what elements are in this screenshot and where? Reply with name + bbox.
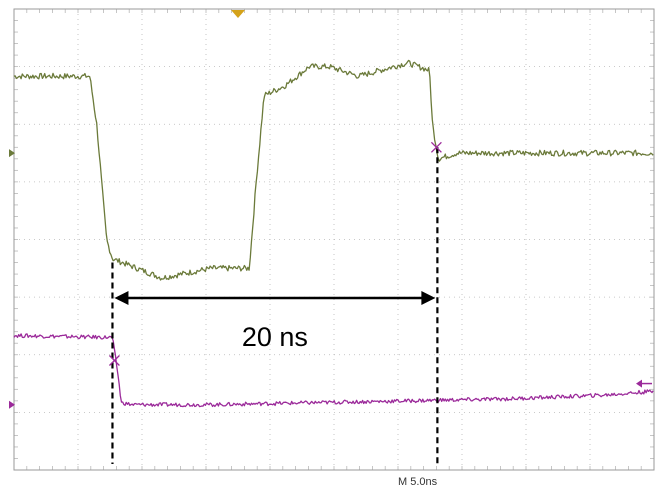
- waveform-series-1: [13, 59, 654, 281]
- plot-frame: [13, 8, 655, 471]
- edge-marker-1-b: [430, 141, 442, 153]
- channel-1-level-icon: [9, 149, 15, 158]
- edge-indicators: [9, 10, 652, 409]
- interval-arrow-left-head: [114, 291, 129, 305]
- time-scale-label: M 5.0ns: [398, 476, 438, 488]
- channel-2-level-icon: [9, 400, 15, 409]
- interval-annotation: [114, 291, 436, 305]
- interval-label: 20 ns: [242, 322, 308, 352]
- waveform-series-2: [13, 333, 654, 408]
- trigger-level-icon: [636, 379, 642, 388]
- edge-marker-2-b: [108, 355, 120, 366]
- edge-markers: [108, 141, 442, 366]
- interval-arrow-right-head: [421, 291, 436, 305]
- waveform-traces: [13, 59, 654, 408]
- trigger-position-icon: [231, 10, 245, 18]
